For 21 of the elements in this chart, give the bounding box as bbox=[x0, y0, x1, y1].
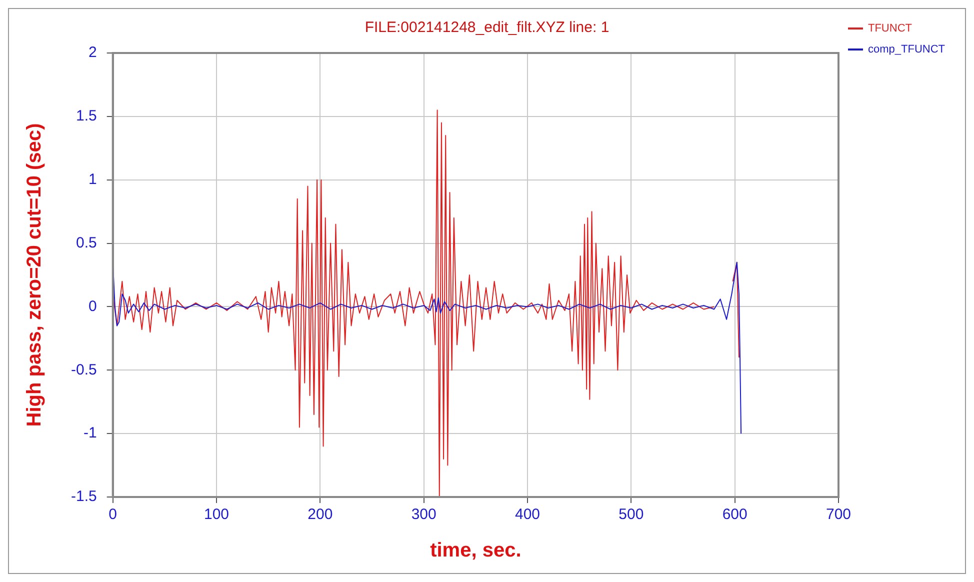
legend-label: TFUNCT bbox=[868, 22, 912, 35]
x-tick-label: 500 bbox=[618, 506, 644, 524]
y-tick-label: 0.5 bbox=[76, 234, 97, 252]
y-tick-label: -1 bbox=[84, 424, 97, 442]
y-tick-label: 0 bbox=[88, 298, 97, 315]
y-tick-label: -0.5 bbox=[70, 361, 97, 378]
y-tick-label: -1.5 bbox=[70, 488, 97, 506]
x-tick-label: 100 bbox=[204, 506, 230, 524]
y-tick-label: 1 bbox=[88, 171, 97, 188]
y-tick-label: 2 bbox=[88, 44, 97, 62]
chart-title: FILE:002141248_edit_filt.XYZ line: 1 bbox=[364, 19, 610, 36]
x-tick-label: 200 bbox=[308, 506, 333, 524]
x-tick-label: 400 bbox=[514, 506, 540, 524]
y-tick-label: 1.5 bbox=[76, 108, 97, 125]
x-tick-label: 300 bbox=[411, 506, 436, 524]
x-axis-title: time, sec. bbox=[430, 540, 522, 562]
legend-label: comp_TFUNCT bbox=[868, 44, 946, 56]
x-tick-label: 0 bbox=[108, 506, 118, 524]
y-axis-title: High pass, zero=20 cut=10 (sec) bbox=[24, 123, 46, 427]
x-tick-label: 600 bbox=[722, 506, 748, 524]
x-tick-label: 700 bbox=[826, 506, 852, 524]
